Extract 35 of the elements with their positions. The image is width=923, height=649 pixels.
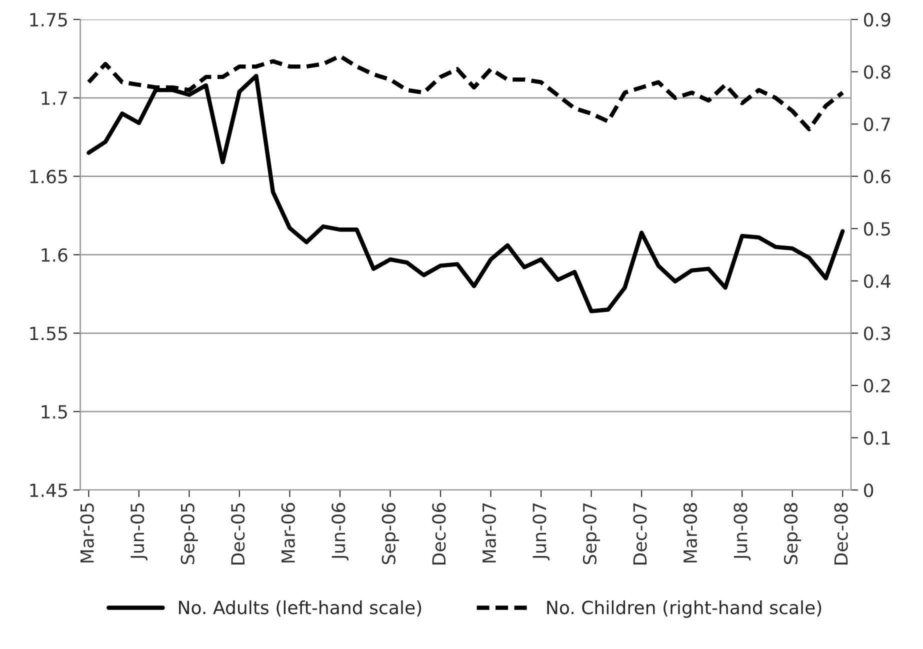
x-tick-label: Mar-05 [80, 503, 94, 562]
y2-tick-label: 0.2 [864, 378, 890, 393]
y2-tick-label: 0.1 [864, 431, 890, 445]
x-tick-label: Sep-05 [180, 503, 198, 564]
y-tick-label: 1.55 [30, 326, 67, 340]
y-tick-label: 1.7 [42, 92, 67, 105]
y-tick-label: 1.45 [30, 484, 67, 498]
x-tick-label: Mar-06 [281, 502, 295, 562]
legend-label: No. Children (right-hand scale) [547, 600, 822, 618]
x-tick-label: Sep-07 [582, 503, 600, 564]
x-tick-label: Jun-08 [734, 503, 751, 560]
x-tick-label: Jun-05 [130, 503, 148, 560]
x-tick-label: Dec-06 [432, 502, 446, 564]
y2-tick-label: 0.9 [864, 12, 890, 27]
x-tick-label: Sep-08 [784, 503, 802, 564]
x-tick-label: Mar-08 [683, 503, 698, 562]
legend-label: No. Adults (left-hand scale) [179, 600, 422, 616]
y2-tick-label: 0 [864, 483, 874, 498]
y2-tick-label: 0.3 [864, 326, 890, 340]
y2-tick-label: 0.7 [864, 117, 890, 132]
y2-tick-label: 0.4 [864, 274, 891, 288]
y-tick-label: 1.5 [42, 405, 67, 419]
x-tick-label: Dec-08 [834, 503, 848, 564]
x-tick-label: Jun-06 [332, 502, 349, 560]
y2-tick-label: 0.6 [864, 170, 890, 184]
x-tick-label: Dec-07 [633, 503, 647, 564]
y-tick-label: 1.65 [30, 170, 67, 184]
y-tick-label: 1.6 [42, 248, 68, 262]
x-tick-label: Mar-07 [482, 503, 496, 562]
x-tick-label: Dec-05 [231, 503, 245, 564]
x-tick-label: Sep-06 [382, 502, 399, 564]
y-tick-label: 1.75 [30, 13, 67, 27]
x-tick-label: Jun-07 [532, 503, 550, 560]
y2-tick-label: 0.5 [864, 222, 890, 236]
y2-tick-label: 0.8 [864, 65, 890, 79]
